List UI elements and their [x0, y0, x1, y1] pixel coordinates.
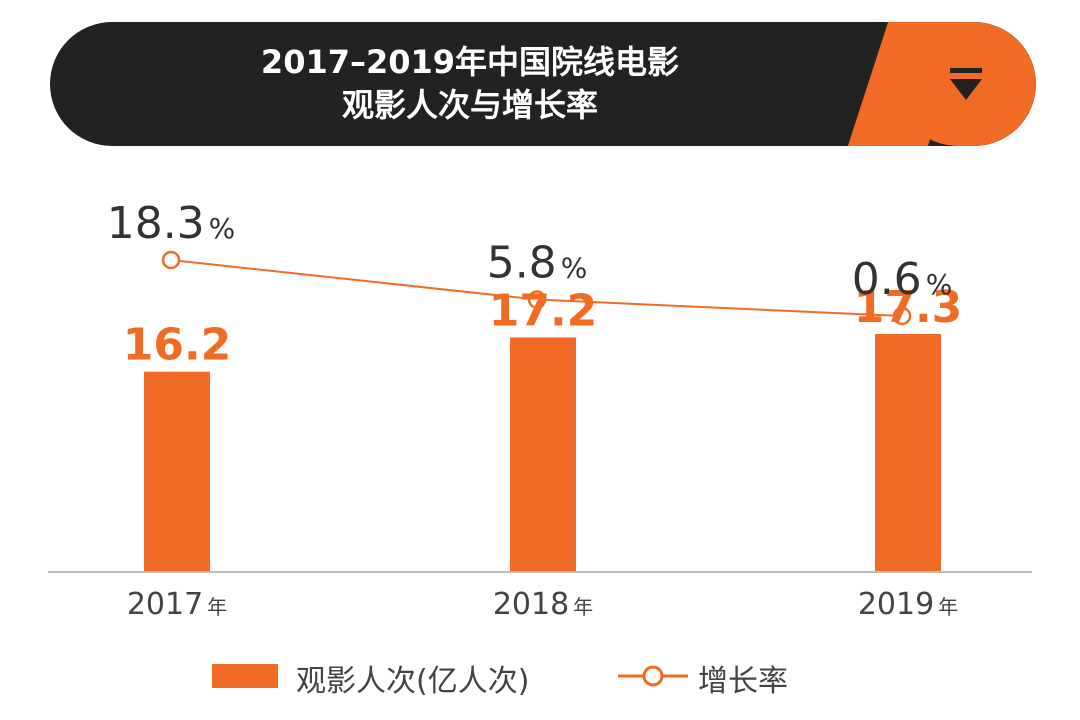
chart-title: 2017–2019年中国院线电影 观影人次与增长率 [50, 22, 890, 146]
growth-value-label: 0.6% [852, 254, 953, 305]
legend-bar-swatch [212, 664, 278, 688]
legend-line-swatch [618, 665, 688, 687]
bar-value-label: 17.2 [489, 285, 598, 336]
labels-layer: 16.2 2017 年 17.2 2018 年 17.3 2019 年 18.3 % 5.8% 0.6% [107, 198, 963, 622]
bar-2018 [510, 337, 576, 572]
legend-line-label: 增长率 [698, 664, 788, 699]
bar-2017 [144, 371, 210, 572]
growth-value-label: 5.8% [487, 238, 588, 289]
x-tick-label: 2017 年 [127, 587, 227, 622]
growth-value-label: 18.3% [107, 198, 236, 249]
chart-area: 16.2 2017 年 17.2 2018 年 17.3 2019 年 18.3 % 5.8% 0.6% [48, 198, 1032, 622]
legend-bar-label: 观影人次(亿人次) [296, 664, 530, 699]
x-tick-label: 2018 年 [493, 587, 593, 622]
x-tick-label: 2019 年 [858, 587, 958, 622]
title-line-2: 观影人次与增长率 [341, 86, 598, 124]
growth-point-2019 [892, 306, 912, 326]
bar-2019 [875, 334, 941, 572]
chart-header: 2017–2019年中国院线电影 观影人次与增长率 [50, 22, 1036, 146]
title-line-1: 2017–2019年中国院线电影 [260, 42, 680, 81]
legend: 观影人次(亿人次) 增长率 [0, 648, 1080, 704]
growth-point-2017 [161, 250, 181, 270]
bar-value-label: 17.3 [854, 282, 963, 333]
bar-value-label: 16.2 [123, 320, 232, 371]
growth-point-2018 [527, 290, 547, 309]
growth-line-layer [161, 250, 912, 326]
bars-layer [144, 334, 941, 572]
filter-icon[interactable] [948, 68, 984, 102]
